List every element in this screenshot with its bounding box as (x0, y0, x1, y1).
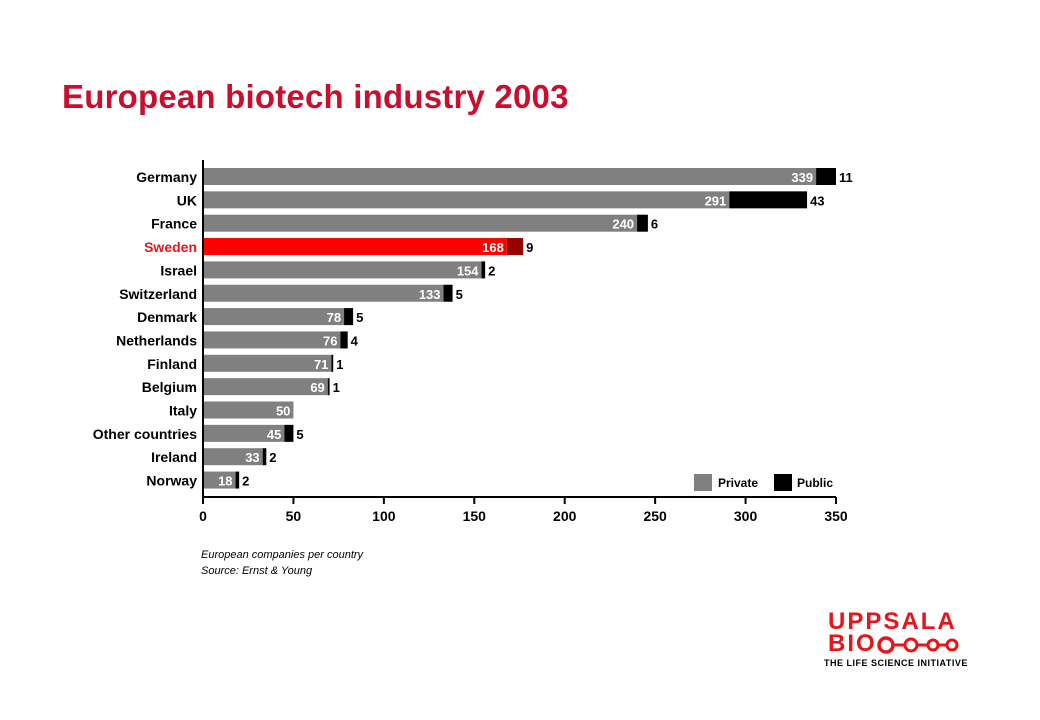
x-tick-label-250: 250 (643, 508, 667, 524)
page-title: European biotech industry 2003 (62, 78, 569, 115)
legend-label-private: Private (718, 476, 758, 490)
bar-private-switzerland (203, 284, 444, 302)
value-public-ireland: 2 (269, 450, 276, 465)
value-private-france: 240 (612, 217, 634, 232)
value-public-israel: 2 (488, 263, 495, 278)
bar-private-belgium (203, 378, 328, 396)
bar-private-uk (203, 191, 730, 209)
bar-private-sweden (203, 238, 507, 256)
bar-public-israel (481, 261, 486, 279)
logo-text-uppsala: UPPSALA (828, 608, 957, 635)
value-private-finland: 71 (314, 357, 328, 372)
category-label-uk: UK (177, 192, 197, 208)
value-public-switzerland: 5 (456, 287, 463, 302)
value-private-netherlands: 76 (323, 333, 337, 348)
legend-swatch-public (774, 474, 792, 491)
bar-private-italy (203, 401, 294, 419)
category-label-other-countries: Other countries (93, 426, 197, 442)
bar-public-denmark (344, 308, 354, 326)
chart-source: Source: Ernst & Young (201, 565, 313, 577)
value-private-other-countries: 45 (267, 427, 281, 442)
value-private-sweden: 168 (482, 240, 504, 255)
category-label-finland: Finland (147, 356, 197, 372)
legend: Private Public (694, 474, 833, 491)
bars-group (203, 168, 836, 489)
logo-tagline: THE LIFE SCIENCE INITIATIVE (824, 658, 968, 668)
logo-text-bio: BIO (828, 630, 877, 657)
bar-private-other-countries (203, 424, 285, 442)
x-tick-label-350: 350 (824, 508, 848, 524)
value-private-israel: 154 (457, 263, 479, 278)
legend-swatch-private (694, 474, 712, 491)
value-private-norway: 18 (218, 474, 232, 489)
bar-public-ireland (262, 448, 267, 466)
bar-public-uk (729, 191, 808, 209)
value-private-germany: 339 (791, 170, 813, 185)
chart-caption: European companies per country (201, 549, 364, 561)
value-private-denmark: 78 (327, 310, 341, 325)
category-label-ireland: Ireland (151, 449, 197, 465)
bar-public-netherlands (340, 331, 348, 349)
bar-public-germany (816, 168, 836, 185)
bar-public-other-countries (284, 424, 294, 442)
value-public-france: 6 (651, 217, 658, 232)
bar-private-israel (203, 261, 482, 279)
bar-private-denmark (203, 308, 345, 326)
bar-private-netherlands (203, 331, 341, 349)
bar-private-ireland (203, 448, 263, 466)
value-public-netherlands: 4 (351, 333, 359, 348)
value-private-uk: 291 (705, 193, 727, 208)
value-public-uk: 43 (810, 193, 824, 208)
category-label-denmark: Denmark (137, 309, 197, 325)
x-tick-label-300: 300 (734, 508, 758, 524)
bar-public-finland (331, 354, 334, 372)
value-private-switzerland: 133 (419, 287, 441, 302)
bar-public-france (637, 214, 648, 232)
logo-chain-icon (877, 636, 959, 654)
value-public-finland: 1 (336, 357, 343, 372)
value-public-other-countries: 5 (296, 427, 303, 442)
bar-private-norway (203, 471, 236, 489)
bar-private-germany (203, 168, 817, 185)
value-public-sweden: 9 (526, 240, 533, 255)
bar-public-belgium (327, 378, 330, 396)
value-public-denmark: 5 (356, 310, 363, 325)
bar-public-norway (235, 471, 240, 489)
x-tick-label-100: 100 (372, 508, 396, 524)
x-tick-label-0: 0 (199, 508, 207, 524)
category-label-netherlands: Netherlands (116, 332, 197, 348)
x-tick-label-200: 200 (553, 508, 577, 524)
value-private-italy: 50 (276, 404, 290, 419)
uppsala-bio-logo: UPPSALA BIO THE LIFE SCIENCE INITIATIVE (822, 608, 982, 672)
category-label-israel: Israel (160, 262, 197, 278)
bar-public-switzerland (443, 284, 453, 302)
legend-label-public: Public (797, 476, 833, 490)
x-axis: 0 50 100 150 200 250 300 350 (199, 160, 848, 524)
value-public-belgium: 1 (333, 380, 340, 395)
category-label-france: France (151, 216, 197, 232)
x-tick-label-150: 150 (463, 508, 487, 524)
category-label-italy: Italy (169, 403, 197, 419)
bar-public-sweden (506, 238, 524, 256)
value-public-germany: 11 (839, 170, 853, 185)
category-label-belgium: Belgium (142, 379, 197, 395)
category-label-germany: Germany (136, 169, 197, 185)
category-label-sweden: Sweden (144, 239, 197, 255)
value-private-belgium: 69 (310, 380, 324, 395)
x-tick-label-50: 50 (286, 508, 302, 524)
category-label-norway: Norway (146, 473, 197, 489)
value-private-ireland: 33 (245, 450, 259, 465)
category-label-switzerland: Switzerland (119, 286, 197, 302)
bar-private-france (203, 214, 638, 232)
bar-private-finland (203, 354, 332, 372)
value-public-norway: 2 (242, 474, 249, 489)
